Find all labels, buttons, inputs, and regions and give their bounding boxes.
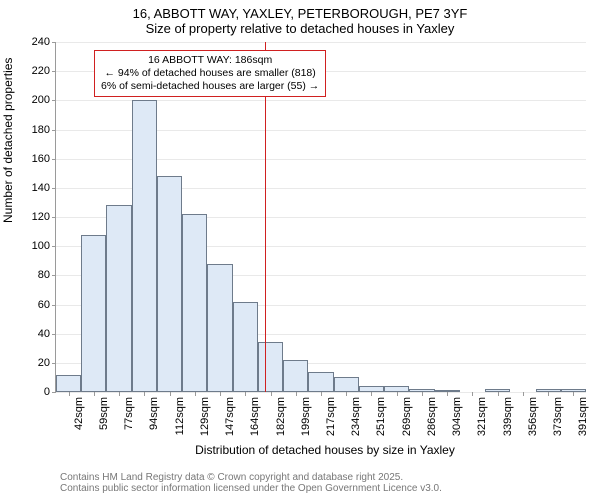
title-block: 16, ABBOTT WAY, YAXLEY, PETERBOROUGH, PE… [0,6,600,36]
ytick-label: 160 [32,153,50,165]
xtick-mark [271,392,272,396]
xtick-label: 112sqm [174,397,186,435]
ytick-label: 120 [32,211,50,223]
xtick-label: 304sqm [451,397,463,436]
histogram-bar [132,100,157,392]
xtick-label: 217sqm [325,397,337,436]
histogram-bar [233,302,258,392]
histogram-bar [258,342,283,392]
xtick-label: 356sqm [527,397,539,436]
xtick-mark [548,392,549,396]
histogram-bar [182,214,207,392]
histogram-bar [334,377,359,392]
xtick-mark [498,392,499,396]
histogram-bar [56,375,81,393]
ytick-label: 100 [32,240,50,252]
xtick-label: 321sqm [476,397,488,436]
figure-container: 16, ABBOTT WAY, YAXLEY, PETERBOROUGH, PE… [0,0,600,500]
ytick-label: 80 [38,269,50,281]
xtick-mark [371,392,372,396]
footnote-line-2: Contains public sector information licen… [60,483,590,494]
footnote: Contains HM Land Registry data © Crown c… [60,472,590,494]
callout-line-1: 16 ABBOTT WAY: 186sqm [101,54,319,67]
xtick-label: 42sqm [73,397,85,430]
callout-line-2: ← 94% of detached houses are smaller (81… [101,67,319,80]
xtick-mark [144,392,145,396]
xtick-label: 251sqm [375,397,387,436]
title-line-1: 16, ABBOTT WAY, YAXLEY, PETERBOROUGH, PE… [0,6,600,21]
footnote-line-1: Contains HM Land Registry data © Crown c… [60,472,590,483]
xtick-label: 286sqm [426,397,438,436]
gridline [56,42,586,43]
ytick-label: 200 [32,94,50,106]
plot-area: 02040608010012014016018020022024042sqm59… [55,42,586,393]
ytick-mark [52,305,56,306]
histogram-bar [157,176,182,392]
ytick-label: 0 [44,386,50,398]
ytick-mark [52,130,56,131]
ytick-mark [52,334,56,335]
ytick-label: 180 [32,124,50,136]
xtick-label: 129sqm [199,397,211,436]
histogram-bar [81,235,106,393]
xtick-mark [69,392,70,396]
ytick-mark [52,246,56,247]
ytick-mark [52,42,56,43]
xtick-mark [472,392,473,396]
xtick-mark [296,392,297,396]
xtick-mark [422,392,423,396]
histogram-bar [308,372,333,392]
y-axis-label: Number of detached properties [1,58,15,223]
xtick-mark [346,392,347,396]
xtick-mark [119,392,120,396]
xtick-label: 391sqm [577,397,589,436]
xtick-mark [573,392,574,396]
histogram-bar [106,205,131,392]
ytick-mark [52,159,56,160]
ytick-mark [52,275,56,276]
xtick-label: 269sqm [401,397,413,436]
ytick-mark [52,363,56,364]
ytick-mark [52,71,56,72]
histogram-bar [283,360,308,392]
xtick-mark [397,392,398,396]
xtick-label: 59sqm [98,397,110,430]
callout-box: 16 ABBOTT WAY: 186sqm ← 94% of detached … [94,50,326,97]
xtick-mark [220,392,221,396]
xtick-mark [195,392,196,396]
xtick-label: 77sqm [123,397,135,430]
callout-line-3: 6% of semi-detached houses are larger (5… [101,80,319,93]
xtick-label: 199sqm [300,397,312,436]
x-axis-label: Distribution of detached houses by size … [60,443,590,457]
xtick-label: 164sqm [249,397,261,436]
ytick-label: 240 [32,36,50,48]
ytick-label: 220 [32,65,50,77]
xtick-label: 182sqm [275,397,287,436]
xtick-mark [94,392,95,396]
xtick-mark [447,392,448,396]
ytick-mark [52,217,56,218]
ytick-mark [52,392,56,393]
xtick-label: 147sqm [224,397,236,436]
ytick-label: 60 [38,299,50,311]
xtick-label: 339sqm [502,397,514,436]
xtick-mark [245,392,246,396]
xtick-label: 94sqm [148,397,160,430]
ytick-label: 140 [32,182,50,194]
xtick-mark [170,392,171,396]
ytick-mark [52,188,56,189]
xtick-label: 373sqm [552,397,564,436]
xtick-mark [523,392,524,396]
ytick-label: 20 [38,357,50,369]
xtick-label: 234sqm [350,397,362,436]
ytick-mark [52,100,56,101]
histogram-bar [207,264,232,392]
xtick-mark [321,392,322,396]
ytick-label: 40 [38,328,50,340]
title-line-2: Size of property relative to detached ho… [0,21,600,36]
